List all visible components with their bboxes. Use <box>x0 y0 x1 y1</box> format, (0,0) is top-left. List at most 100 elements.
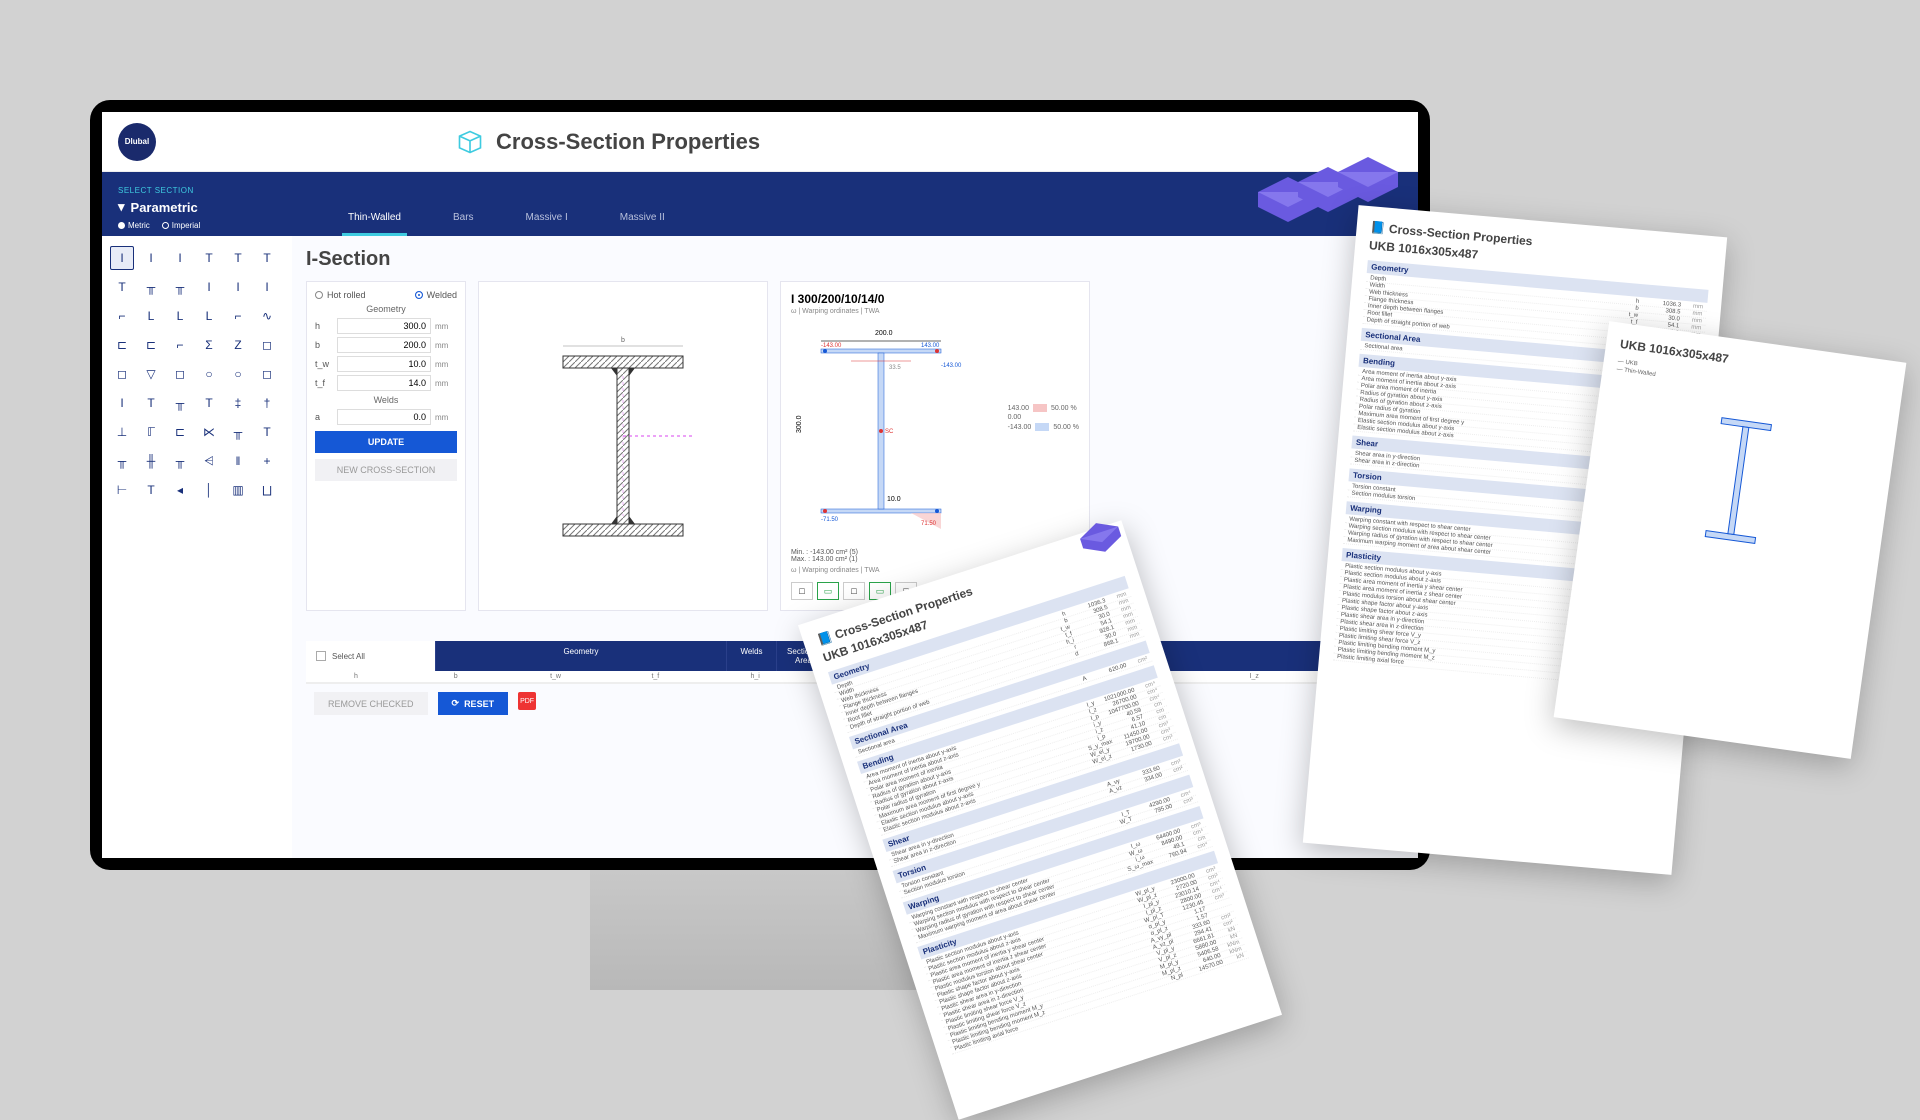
shape-12[interactable]: ⌐ <box>110 304 134 328</box>
shape-25[interactable]: ▽ <box>139 362 163 386</box>
shape-11[interactable]: I <box>255 275 279 299</box>
geom-row-t_f: t_f14.0mm <box>315 375 457 391</box>
tab-massive-1[interactable]: Massive I <box>520 202 574 236</box>
view-btn-2[interactable]: □ <box>843 582 865 600</box>
opt-welded[interactable]: Welded <box>415 290 457 300</box>
shape-39[interactable]: ⋉ <box>197 420 221 444</box>
section-title: I-Section <box>306 248 1404 271</box>
shape-15[interactable]: L <box>197 304 221 328</box>
param-input[interactable]: 14.0 <box>337 375 431 391</box>
select-all-checkbox[interactable] <box>316 651 326 661</box>
shape-52[interactable]: ▥ <box>226 478 250 502</box>
param-input[interactable]: 300.0 <box>337 318 431 334</box>
shape-41[interactable]: T <box>255 420 279 444</box>
radio-icon <box>162 222 169 229</box>
refresh-icon: ⟳ <box>452 698 460 709</box>
shape-37[interactable]: ℾ <box>139 420 163 444</box>
view-btn-0[interactable]: □ <box>791 582 813 600</box>
shape-0[interactable]: I <box>110 246 134 270</box>
shape-34[interactable]: ‡ <box>226 391 250 415</box>
shape-5[interactable]: T <box>255 246 279 270</box>
tab-thin-walled[interactable]: Thin-Walled <box>342 202 407 236</box>
shape-8[interactable]: ╥ <box>168 275 192 299</box>
opt-hot-rolled[interactable]: Hot rolled <box>315 290 366 300</box>
tab-bars[interactable]: Bars <box>447 202 480 236</box>
shape-9[interactable]: I <box>197 275 221 299</box>
shape-23[interactable]: ◻ <box>255 333 279 357</box>
shape-7[interactable]: ╥ <box>139 275 163 299</box>
reset-button[interactable]: ⟳ RESET <box>438 692 509 715</box>
shape-50[interactable]: ◂ <box>168 478 192 502</box>
shape-2[interactable]: I <box>168 246 192 270</box>
shape-32[interactable]: ╥ <box>168 391 192 415</box>
pdf-export-button[interactable]: PDF <box>518 692 536 710</box>
geometry-group-label: Geometry <box>315 304 457 314</box>
cube-icon <box>456 128 484 156</box>
shape-44[interactable]: ╥ <box>168 449 192 473</box>
shape-20[interactable]: ⌐ <box>168 333 192 357</box>
svg-text:b: b <box>621 337 625 344</box>
shape-26[interactable]: ◻ <box>168 362 192 386</box>
shape-51[interactable]: │ <box>197 478 221 502</box>
unit-metric[interactable]: Metric <box>118 221 150 230</box>
update-button[interactable]: UPDATE <box>315 431 457 453</box>
new-cross-section-button[interactable]: NEW CROSS-SECTION <box>315 459 457 481</box>
subcol-b: b <box>406 671 506 682</box>
param-input[interactable]: 0.0 <box>337 409 431 425</box>
param-unit: mm <box>435 360 457 369</box>
welds-group-label: Welds <box>315 395 457 405</box>
shape-45[interactable]: ⩤ <box>197 449 221 473</box>
shape-18[interactable]: ⊏ <box>110 333 134 357</box>
shape-49[interactable]: T <box>139 478 163 502</box>
param-label: t_w <box>315 359 333 369</box>
shape-35[interactable]: † <box>255 391 279 415</box>
shape-31[interactable]: T <box>139 391 163 415</box>
shape-38[interactable]: ⊏ <box>168 420 192 444</box>
svg-text:300.0: 300.0 <box>796 415 803 433</box>
shape-21[interactable]: Σ <box>197 333 221 357</box>
shape-33[interactable]: T <box>197 391 221 415</box>
shape-14[interactable]: L <box>168 304 192 328</box>
shape-10[interactable]: I <box>226 275 250 299</box>
shape-28[interactable]: ○ <box>226 362 250 386</box>
shape-29[interactable]: ◻ <box>255 362 279 386</box>
brand-logo[interactable]: Dlubal <box>118 123 156 161</box>
subcol-I_z: I_z <box>1204 671 1304 682</box>
shape-53[interactable]: ⨆ <box>255 478 279 502</box>
shape-1[interactable]: I <box>139 246 163 270</box>
select-all-cell[interactable]: Select All <box>306 641 436 671</box>
shape-24[interactable]: ◻ <box>110 362 134 386</box>
shape-palette: IIITTTT╥╥III⌐LLL⌐∿⊏⊏⌐ΣZ◻◻▽◻○○◻IT╥T‡†⊥ℾ⊏⋉… <box>102 236 292 858</box>
svg-text:33.5: 33.5 <box>889 365 901 371</box>
shape-43[interactable]: ╫ <box>139 449 163 473</box>
shape-42[interactable]: ╥ <box>110 449 134 473</box>
shape-22[interactable]: Z <box>226 333 250 357</box>
panels-row: Hot rolled Welded Geometry h300.0mmb200.… <box>306 281 1404 611</box>
shape-3[interactable]: T <box>197 246 221 270</box>
shape-47[interactable]: + <box>255 449 279 473</box>
nav-tabs: Thin-Walled Bars Massive I Massive II <box>342 202 671 236</box>
shape-6[interactable]: T <box>110 275 134 299</box>
legend-swatch <box>1035 423 1049 431</box>
unit-imperial[interactable]: Imperial <box>162 221 200 230</box>
param-unit: mm <box>435 413 457 422</box>
shape-4[interactable]: T <box>226 246 250 270</box>
shape-30[interactable]: I <box>110 391 134 415</box>
shape-40[interactable]: ╥ <box>226 420 250 444</box>
shape-46[interactable]: ‖ <box>226 449 250 473</box>
mode-selector[interactable]: ▾ Parametric <box>118 199 200 215</box>
shape-13[interactable]: L <box>139 304 163 328</box>
shape-16[interactable]: ⌐ <box>226 304 250 328</box>
shape-36[interactable]: ⊥ <box>110 420 134 444</box>
remove-checked-button[interactable]: REMOVE CHECKED <box>314 692 428 715</box>
shape-27[interactable]: ○ <box>197 362 221 386</box>
th-welds: Welds <box>727 641 777 671</box>
shape-48[interactable]: ⊢ <box>110 478 134 502</box>
shape-17[interactable]: ∿ <box>255 304 279 328</box>
tab-massive-2[interactable]: Massive II <box>614 202 671 236</box>
param-input[interactable]: 200.0 <box>337 337 431 353</box>
param-unit: mm <box>435 379 457 388</box>
shape-19[interactable]: ⊏ <box>139 333 163 357</box>
param-input[interactable]: 10.0 <box>337 356 431 372</box>
view-btn-1[interactable]: ▭ <box>817 582 839 600</box>
